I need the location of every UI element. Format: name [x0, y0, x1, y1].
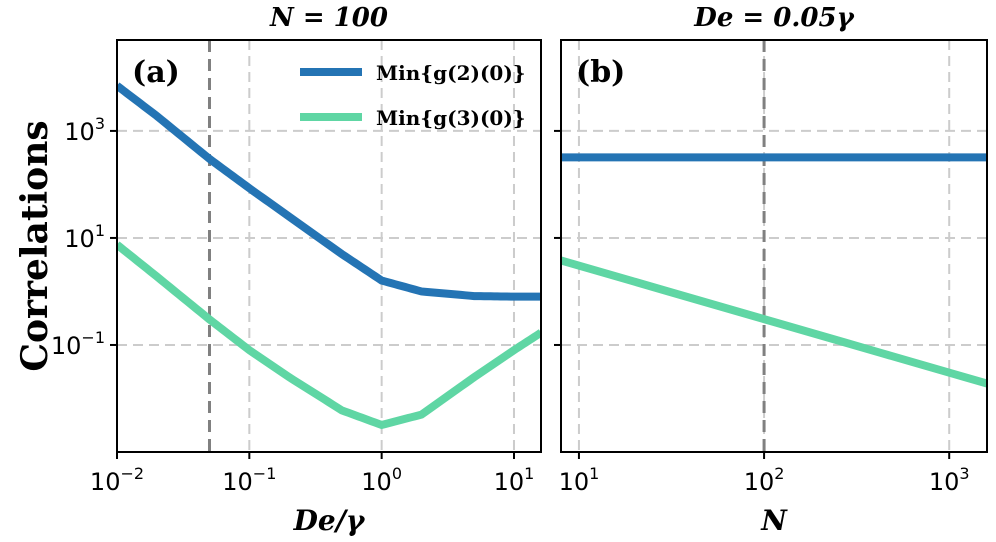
panel-b-x-tick-label: 102: [744, 464, 785, 496]
panel-b-title: De = 0.05γ: [693, 3, 855, 33]
panel-a-series-g3-line: [117, 241, 541, 430]
panel-a-grid: [116, 40, 541, 452]
panel-a-y-tick-label: 101: [64, 221, 105, 253]
panel-a-label: (a): [132, 55, 180, 90]
panel-a-x-tick-label: 100: [361, 464, 402, 496]
panel-a-y-tick-label: 103: [64, 114, 105, 146]
panel-a-x-tick-label: 10−1: [222, 464, 276, 496]
panel-a-y-tick-label: 10−1: [51, 328, 105, 360]
panel-a: 10−2 10−1 100 101 103 101 10−1 N = 100 (a) De/…: [51, 3, 542, 537]
panel-a-ticks: 10−2 10−1 100 101 103 101 10−1: [51, 114, 534, 496]
panel-a-title: N = 100: [269, 3, 388, 33]
panel-b-series-g3-line: [561, 256, 987, 388]
panel-b-label: (b): [576, 55, 625, 90]
legend: Min{g(2)(0)} Min{g(3)(0)}: [300, 61, 526, 130]
panel-b-frame: [560, 39, 988, 453]
panel-b: 101 102 103 De = 0.05γ (b) N: [554, 3, 988, 537]
panel-a-x-tick-label: 10−2: [90, 464, 144, 496]
panel-b-ticks: 101 102 103: [554, 129, 970, 496]
panel-a-series-g2-line: [117, 82, 541, 301]
legend-g2-label: Min{g(2)(0)}: [376, 61, 526, 85]
panel-a-x-axis-label: De/γ: [293, 504, 366, 537]
panel-a-frame: [116, 39, 542, 453]
panel-b-x-tick-label: 101: [559, 464, 600, 496]
y-axis-label: Correlations: [14, 120, 56, 371]
panel-b-x-axis-label: N: [760, 504, 788, 537]
panel-b-grid: [561, 40, 987, 452]
panel-b-x-tick-label: 103: [929, 464, 970, 496]
legend-g3-label: Min{g(3)(0)}: [376, 106, 526, 130]
panel-a-x-tick-label: 101: [494, 464, 535, 496]
